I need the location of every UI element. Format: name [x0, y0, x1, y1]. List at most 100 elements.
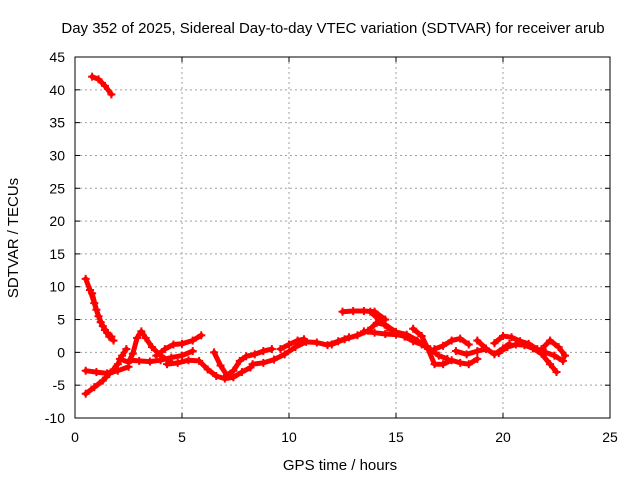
plus-marker — [439, 360, 448, 369]
plus-marker — [359, 327, 368, 336]
plus-marker — [156, 356, 165, 365]
y-tick-label: 10 — [49, 279, 65, 295]
y-tick-label: 30 — [49, 147, 65, 163]
plus-marker — [169, 340, 178, 349]
plus-marker — [381, 329, 390, 338]
plus-marker — [81, 274, 90, 283]
plus-marker — [464, 360, 473, 369]
plus-marker — [338, 307, 347, 316]
plus-marker — [109, 336, 118, 345]
y-tick-label: 20 — [49, 213, 65, 229]
plus-marker — [451, 347, 460, 356]
y-tick-label: 35 — [49, 115, 65, 131]
plus-marker — [473, 347, 482, 356]
plus-marker — [312, 338, 321, 347]
plus-marker — [235, 356, 244, 365]
plus-marker — [456, 358, 465, 367]
plus-marker — [145, 357, 154, 366]
plus-marker — [237, 368, 246, 377]
plus-marker — [248, 360, 257, 369]
plus-marker — [267, 345, 276, 354]
plus-marker — [270, 355, 279, 364]
plus-marker — [115, 354, 124, 363]
y-tick-label: -10 — [45, 410, 65, 426]
plus-marker — [439, 341, 448, 350]
axes: 0 5 10 15 20 25 -10 -5 0 5 10 15 20 25 30 35 40 45 — [45, 49, 618, 445]
plus-marker — [242, 352, 251, 361]
plus-marker — [558, 356, 567, 365]
plus-marker — [550, 351, 559, 360]
y-tick-label: 15 — [49, 246, 65, 262]
plus-marker — [259, 358, 268, 367]
plus-marker — [81, 389, 90, 398]
plus-marker — [546, 336, 555, 345]
plus-marker — [537, 345, 546, 354]
x-tick-label: 10 — [281, 429, 297, 445]
plus-marker — [280, 350, 289, 359]
plus-marker — [340, 335, 349, 344]
x-axis-label: GPS time / hours — [283, 457, 397, 474]
plus-marker — [178, 351, 186, 360]
plot-frame — [74, 56, 611, 419]
plus-marker — [417, 331, 426, 340]
plus-marker — [520, 341, 529, 350]
trace-arc-19 — [453, 346, 489, 357]
y-tick-label: 45 — [49, 49, 65, 65]
plus-marker — [222, 371, 231, 380]
plus-marker — [135, 356, 144, 365]
plus-marker — [98, 376, 107, 385]
plus-marker — [490, 339, 499, 348]
grid-lines — [75, 57, 610, 418]
plus-marker — [90, 383, 99, 392]
plus-marker — [552, 368, 561, 377]
plus-marker — [528, 344, 537, 353]
plus-marker — [94, 75, 103, 84]
plus-marker — [447, 356, 456, 365]
plus-marker — [447, 336, 456, 345]
plus-marker — [173, 358, 182, 367]
plus-marker — [430, 345, 439, 354]
plus-marker — [160, 345, 169, 354]
plus-marker — [464, 340, 473, 349]
plus-marker — [561, 351, 570, 360]
y-axis-label: SDTVAR / TECUs — [5, 178, 22, 298]
plus-marker — [349, 307, 358, 316]
plus-marker — [188, 347, 197, 356]
plus-marker — [152, 351, 161, 360]
plus-marker — [285, 340, 293, 349]
plus-marker — [259, 347, 268, 356]
plus-marker — [88, 72, 97, 81]
plus-marker — [293, 336, 302, 345]
plus-marker — [210, 348, 219, 357]
trace-arc-9 — [164, 357, 253, 382]
plus-marker — [383, 323, 392, 332]
plus-marker — [250, 350, 259, 359]
plus-marker — [299, 335, 308, 344]
y-tick-label: 40 — [49, 82, 65, 98]
plus-marker — [473, 354, 482, 363]
plus-marker — [113, 366, 122, 375]
plus-marker — [81, 366, 90, 375]
y-tick-label: 0 — [57, 344, 65, 360]
plus-marker — [462, 350, 471, 359]
plus-marker — [96, 318, 105, 327]
plus-marker — [481, 344, 490, 353]
plus-marker — [195, 356, 204, 365]
plus-marker — [100, 81, 109, 90]
plus-marker — [216, 361, 225, 370]
x-tick-label: 25 — [602, 429, 618, 445]
plus-marker — [392, 328, 400, 337]
plus-marker — [370, 328, 379, 337]
plus-marker — [546, 360, 555, 369]
x-tick-label: 20 — [495, 429, 511, 445]
plus-marker — [178, 339, 186, 348]
trace-arc-1 — [89, 74, 114, 97]
plus-marker — [141, 333, 150, 342]
plus-marker — [499, 331, 507, 340]
y-tick-label: -5 — [53, 377, 66, 393]
plus-marker — [133, 333, 142, 342]
trace-arc-23 — [539, 338, 568, 359]
plus-marker — [409, 337, 418, 346]
plus-marker — [212, 371, 221, 380]
